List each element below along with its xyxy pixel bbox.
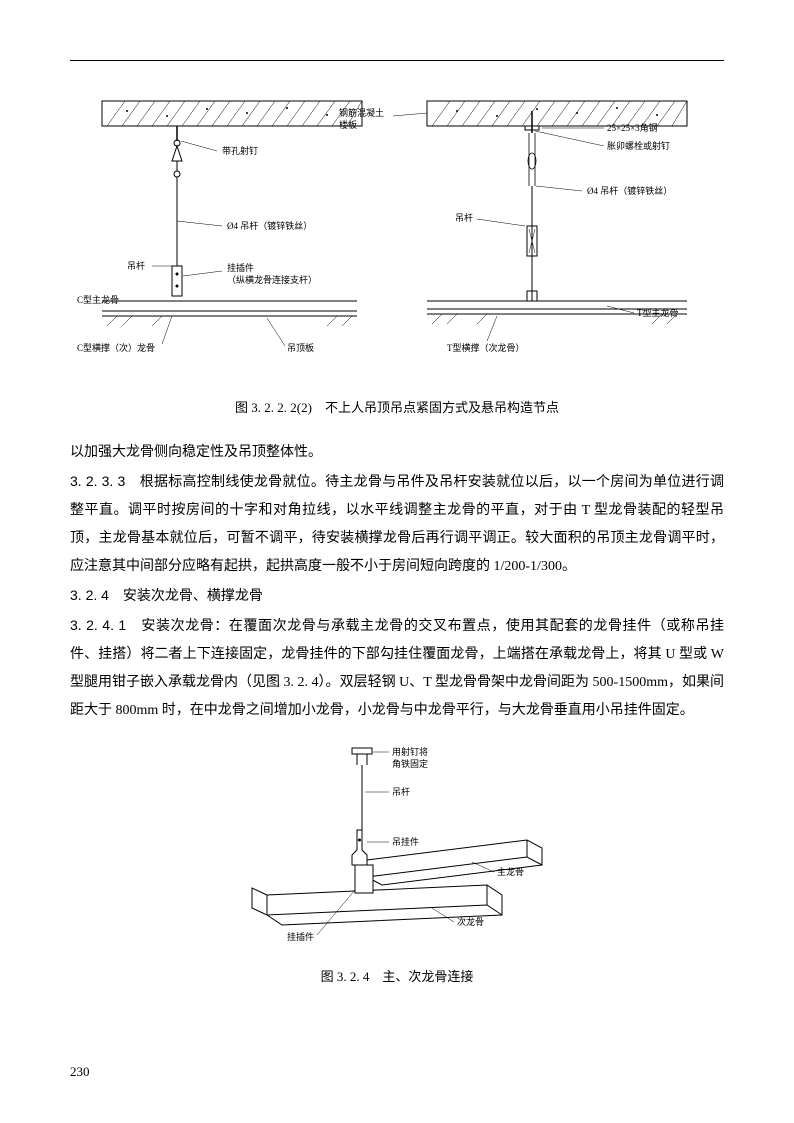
right-diagram: 钢筋混凝土 楼板 25×25×3角钢 胀卯螺栓或射钉 Ø4 吊杆（镀锌铁 — [339, 101, 687, 353]
section-3-2-3-3: 3. 2. 3. 3 — [70, 473, 125, 489]
body-text: 以加强大龙骨侧向稳定性及吊顶整体性。 3. 2. 3. 3 根据标高控制线使龙骨… — [70, 439, 724, 725]
section-3-2-4-title: 安装次龙骨、横撑龙骨 — [123, 589, 263, 604]
label-rod-spec-left: Ø4 吊杆（镀锌铁丝） — [227, 220, 312, 231]
label-main-keel-right: T型主龙骨 — [637, 307, 679, 318]
label-main-keel-left: C型主龙骨 — [77, 294, 119, 305]
label-main-keel-fig2: 主龙骨 — [497, 866, 524, 877]
figure-2-container: 用射钉将 角铁固定 吊杆 吊挂件 主龙骨 — [70, 740, 724, 950]
label-rod-fig2: 吊杆 — [392, 786, 410, 797]
paragraph-1: 以加强大龙骨侧向稳定性及吊顶整体性。 — [70, 439, 724, 467]
label-connector-left: 挂插件 — [227, 262, 254, 273]
label-connector-fig2: 挂插件 — [287, 931, 314, 942]
label-nail: 带孔射钉 — [222, 145, 258, 156]
label-rod-spec-right: Ø4 吊杆（镀锌铁丝） — [587, 185, 672, 196]
label-cross-keel-left: C型横撑（次）龙骨 — [77, 342, 155, 353]
header-rule — [70, 60, 724, 61]
figure-1-svg: 带孔射钉 Ø4 吊杆（镀锌铁丝） 吊杆 挂插件 （纵横龙骨连接支杆） — [77, 91, 717, 381]
section-3-2-4: 3. 2. 4 — [70, 587, 109, 603]
paragraph-2: 3. 2. 3. 3 根据标高控制线使龙骨就位。待主龙骨与吊件及吊杆安装就位以后… — [70, 467, 724, 581]
paragraph-4: 3. 2. 4. 1 安装次龙骨：在覆面次龙骨与承载主龙骨的交叉布置点，使用其配… — [70, 611, 724, 725]
page-number: 230 — [70, 1060, 90, 1083]
section-3-2-4-1: 3. 2. 4. 1 — [70, 617, 126, 633]
label-rod-right: 吊杆 — [455, 212, 473, 223]
figure-2-caption: 图 3. 2. 4 主、次龙骨连接 — [70, 965, 724, 988]
label-sub-keel-fig2: 次龙骨 — [457, 916, 484, 927]
label-angle-steel: 25×25×3角钢 — [607, 122, 658, 133]
label-connector-left-2: （纵横龙骨连接支杆） — [227, 274, 317, 285]
label-hanger-fig2: 吊挂件 — [392, 836, 419, 847]
figure-2-svg: 用射钉将 角铁固定 吊杆 吊挂件 主龙骨 — [207, 740, 587, 950]
label-panel: 吊顶板 — [287, 342, 314, 353]
label-nail-fix: 用射钉将 — [392, 746, 428, 757]
paragraph-3: 3. 2. 4 安装次龙骨、横撑龙骨 — [70, 581, 724, 611]
left-diagram: 带孔射钉 Ø4 吊杆（镀锌铁丝） 吊杆 挂插件 （纵横龙骨连接支杆） — [77, 101, 362, 353]
figure-1-caption: 图 3. 2. 2. 2(2) 不上人吊顶吊点紧固方式及悬吊构造节点 — [70, 396, 724, 419]
label-slab-2: 楼板 — [339, 119, 357, 130]
figure-1-container: 带孔射钉 Ø4 吊杆（镀锌铁丝） 吊杆 挂插件 （纵横龙骨连接支杆） — [70, 91, 724, 381]
paragraph-2-text: 根据标高控制线使龙骨就位。待主龙骨与吊件及吊杆安装就位以后，以一个房间为单位进行… — [70, 475, 724, 574]
label-cross-keel-right: T型横撑（次龙骨） — [447, 342, 525, 353]
label-bolt: 胀卯螺栓或射钉 — [607, 140, 670, 151]
paragraph-4-text: 安装次龙骨：在覆面次龙骨与承载主龙骨的交叉布置点，使用其配套的龙骨挂件（或称吊挂… — [70, 619, 724, 718]
label-rod-left: 吊杆 — [127, 260, 145, 271]
label-slab: 钢筋混凝土 — [339, 107, 384, 118]
label-nail-fix-2: 角铁固定 — [392, 758, 428, 769]
